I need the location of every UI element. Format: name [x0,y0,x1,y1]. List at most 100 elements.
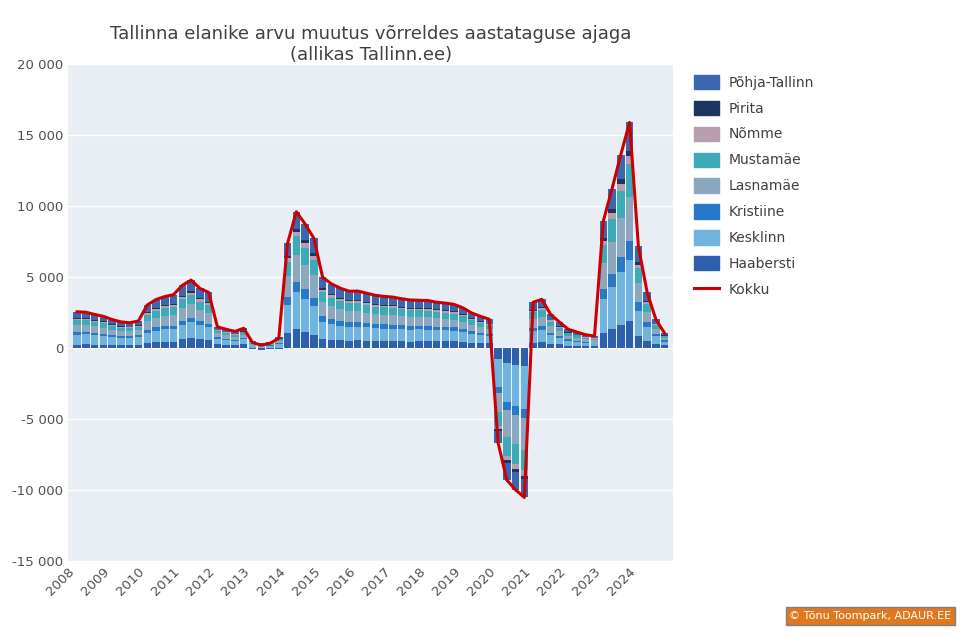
Bar [416,300,423,308]
Bar [100,317,107,322]
Bar [284,243,291,256]
Bar [494,387,502,393]
Bar [529,312,537,318]
Bar [381,324,387,329]
Bar [73,320,81,326]
Bar [152,317,160,327]
Bar [634,283,642,302]
Legend: Põhja-Tallinn, Pirita, Nõmme, Mustamäe, Lasnamäe, Kristiine, Kesklinn, Haabersti: Põhja-Tallinn, Pirita, Nõmme, Mustamäe, … [690,71,819,301]
Bar [108,320,116,324]
Bar [205,313,213,324]
Bar [451,304,458,311]
Bar [187,317,195,322]
Bar [485,325,493,329]
Bar [73,318,81,320]
Bar [608,189,616,210]
Bar [555,331,563,336]
Bar [319,292,326,302]
Bar [398,341,405,348]
Bar [214,339,222,344]
Bar [652,320,660,324]
Bar [319,277,326,289]
Bar [608,287,616,329]
Bar [599,238,607,241]
Bar [117,336,125,338]
Bar [100,322,107,324]
Bar [608,213,616,219]
Bar [187,292,195,295]
Bar [328,296,335,297]
Bar [179,320,186,325]
Bar [425,326,431,329]
Bar [328,294,335,296]
Bar [187,295,195,304]
Bar [573,336,581,338]
Bar [108,324,116,325]
Bar [460,332,467,342]
Bar [91,333,99,335]
Bar [381,304,387,306]
Bar [573,341,581,342]
Bar [152,299,160,308]
Bar [511,464,519,469]
Bar [126,336,134,338]
Bar [407,317,414,326]
Bar [389,306,396,308]
Bar [152,308,160,309]
Bar [372,296,379,304]
Bar [617,155,625,180]
Bar [460,315,467,316]
Bar [538,330,546,342]
Bar [363,323,370,327]
Bar [354,340,361,348]
Bar [372,341,379,348]
Bar [442,341,449,348]
Bar [503,363,510,401]
Bar [354,300,361,301]
Bar [652,336,660,343]
Bar [372,324,379,328]
Bar [626,241,633,260]
Bar [608,219,616,241]
Bar [590,343,598,347]
Bar [363,341,370,348]
Bar [381,296,387,304]
Bar [599,264,607,289]
Bar [590,339,598,340]
Bar [547,343,554,348]
Bar [372,306,379,314]
Bar [381,315,387,324]
Bar [460,314,467,315]
Bar [538,299,546,307]
Bar [503,456,510,461]
Bar [468,325,475,331]
Bar [310,260,317,275]
Bar [170,315,178,326]
Bar [161,316,169,326]
Bar [608,241,616,274]
Bar [626,260,633,320]
Bar [223,339,230,340]
Bar [293,255,300,282]
Bar [511,469,519,472]
Bar [626,320,633,348]
Bar [503,438,510,456]
Bar [363,327,370,341]
Bar [91,345,99,348]
Bar [425,301,431,308]
Bar [100,336,107,345]
Bar [661,341,669,345]
Text: © Tõnu Toompark, ADAUR.EE: © Tõnu Toompark, ADAUR.EE [790,611,952,621]
Bar [460,322,467,329]
Bar [240,345,248,348]
Bar [485,319,493,324]
Bar [73,311,81,318]
Bar [389,325,396,329]
Bar [511,444,519,464]
Bar [503,464,510,480]
Bar [485,343,493,348]
Bar [555,336,563,338]
Bar [564,329,572,332]
Bar [416,309,423,310]
Bar [372,314,379,324]
